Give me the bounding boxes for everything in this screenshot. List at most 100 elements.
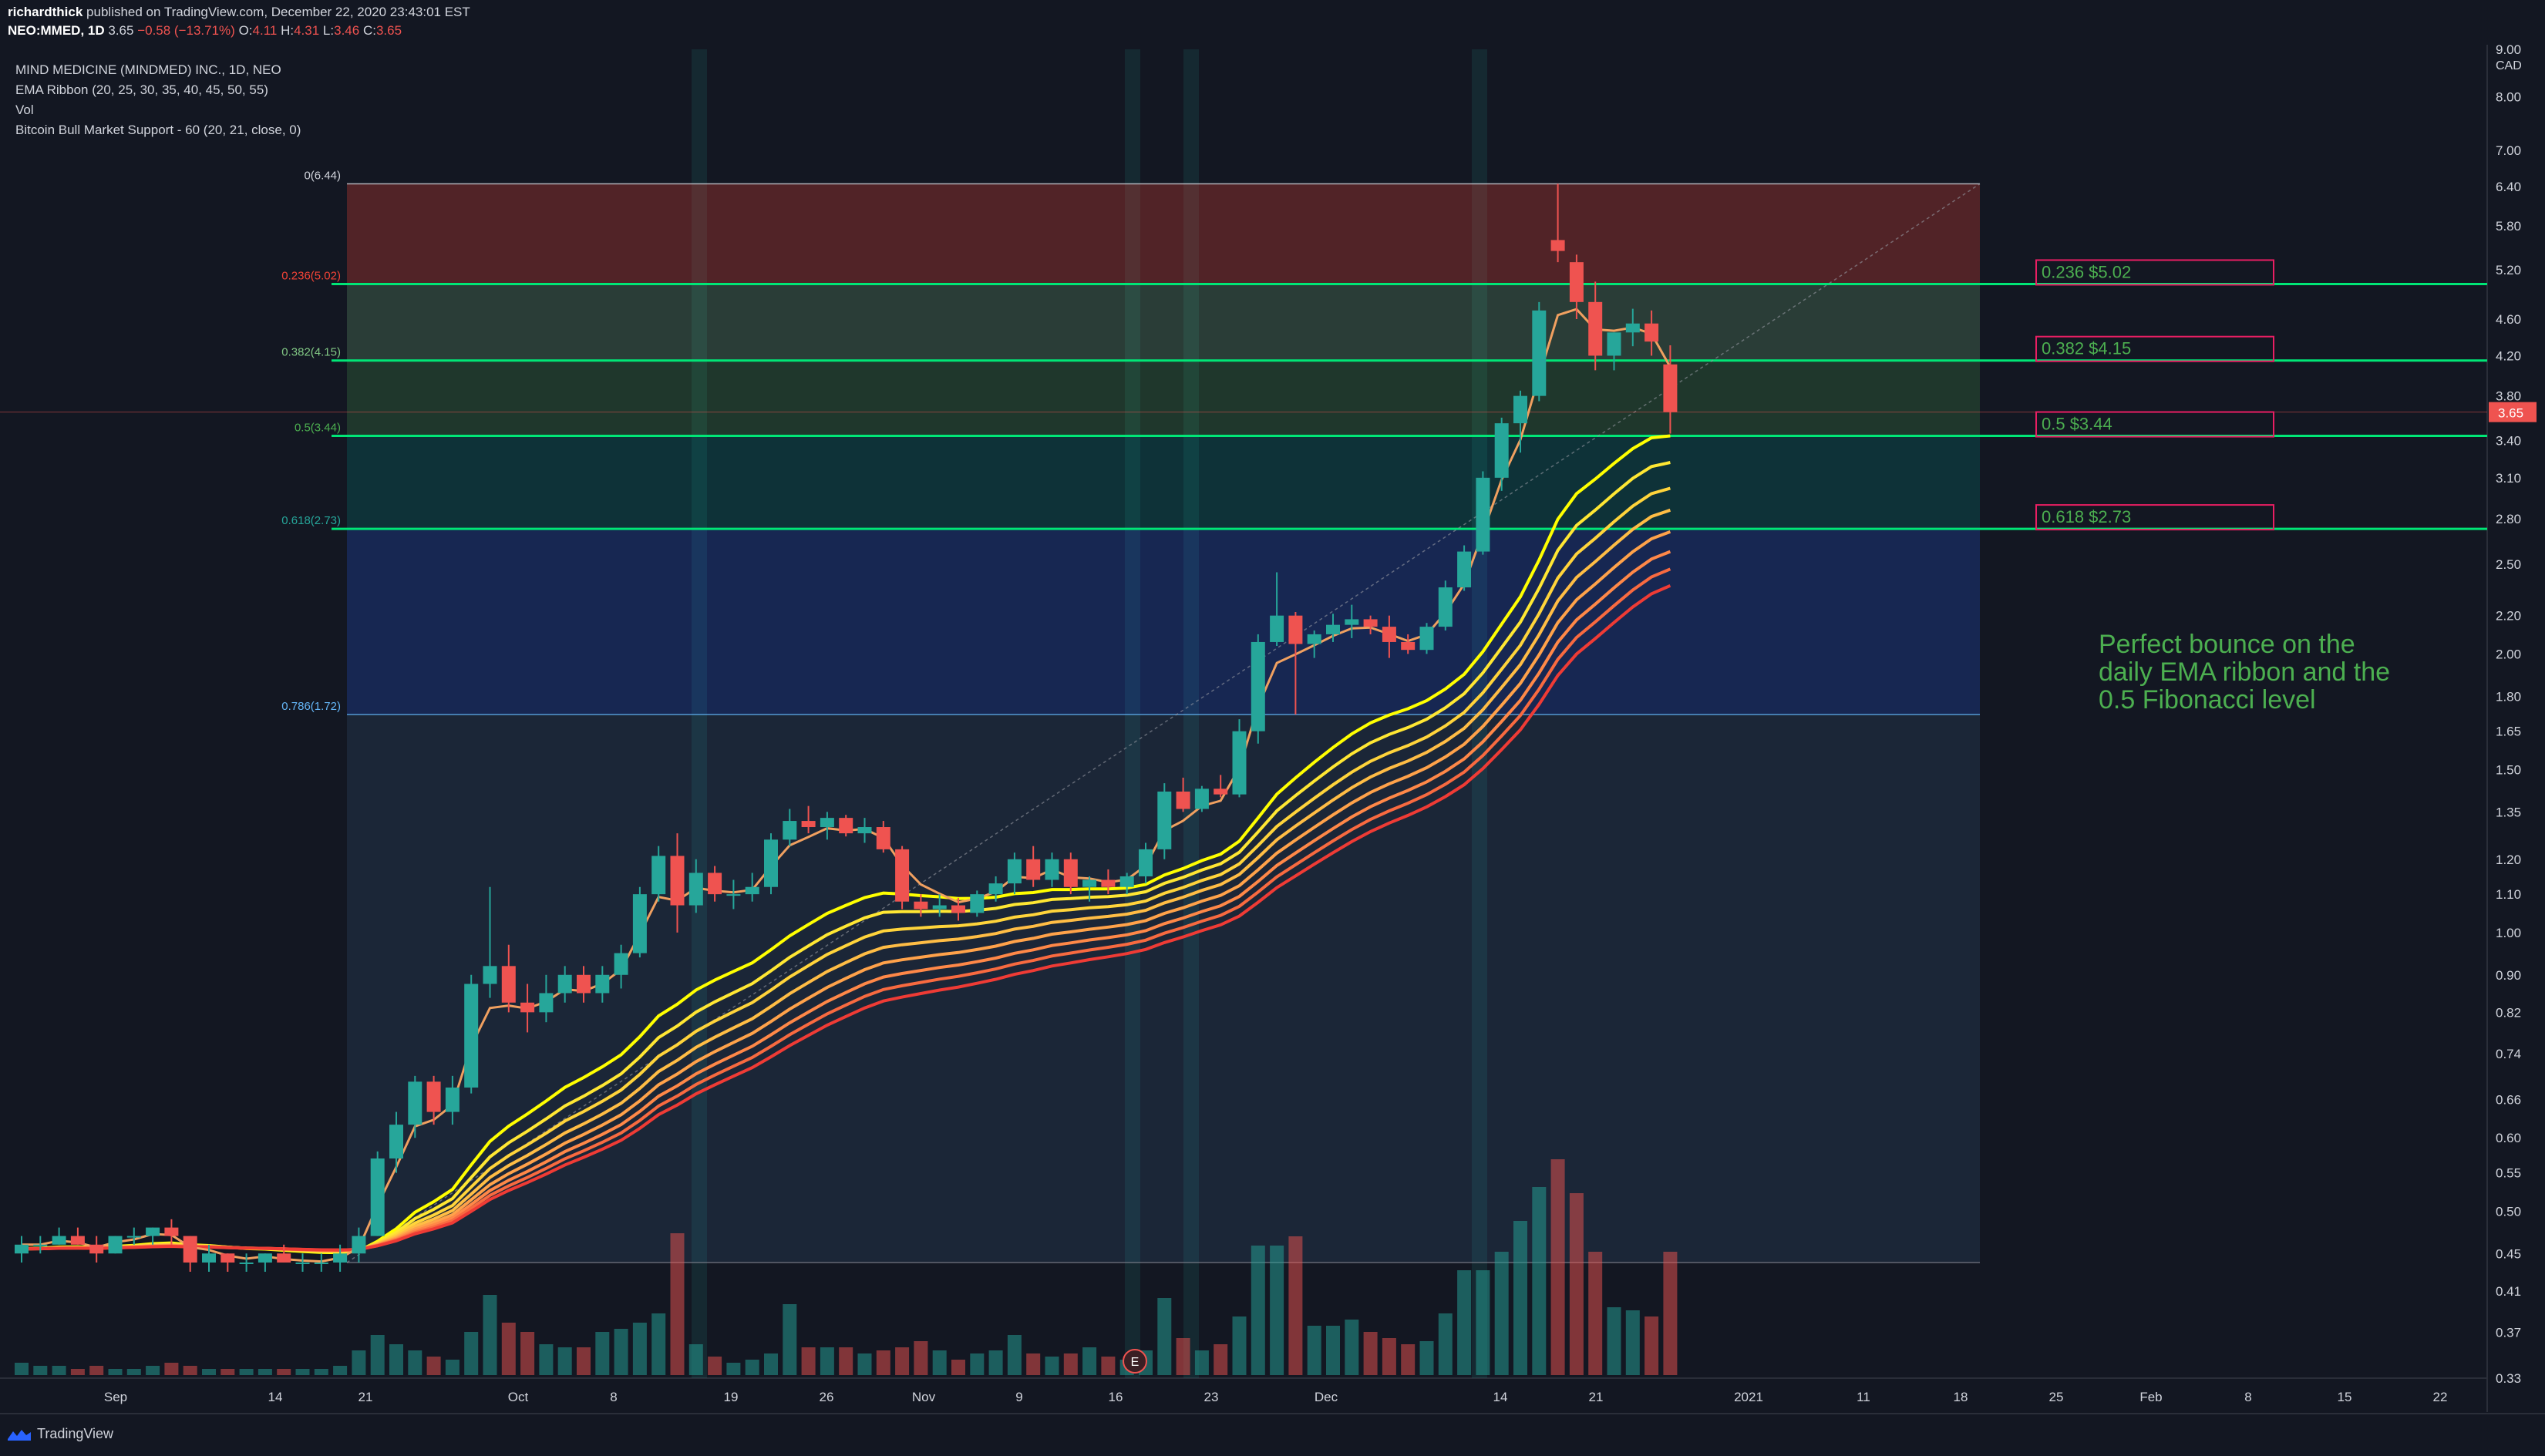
- plot-background: [0, 45, 2545, 1414]
- price-tick-label: 0.90: [2496, 968, 2521, 983]
- legend-bull-support[interactable]: Bitcoin Bull Market Support - 60 (20, 21…: [15, 123, 301, 137]
- fib-zone: [347, 284, 1980, 361]
- candle-body: [1288, 615, 1303, 644]
- fib-price-box: 0.618 $2.73: [2035, 504, 2274, 531]
- ohlc-line: NEO:MMED, 1D 3.65 −0.58 (−13.71%) O:4.11…: [8, 23, 402, 39]
- volume-bar: [539, 1344, 554, 1375]
- price-tick-label: 2.80: [2496, 512, 2521, 526]
- volume-bar: [239, 1369, 254, 1375]
- candle-body: [1550, 240, 1565, 251]
- candle-body: [1307, 634, 1321, 644]
- legend-ema-ribbon[interactable]: EMA Ribbon (20, 25, 30, 35, 40, 45, 50, …: [15, 82, 268, 97]
- volume-bar: [1644, 1316, 1659, 1375]
- volume-bar: [857, 1353, 872, 1375]
- volume-bar: [314, 1369, 328, 1375]
- candle-body: [895, 849, 910, 902]
- time-tick-label: Oct: [508, 1390, 529, 1404]
- last-price-badge: 3.65: [2498, 406, 2523, 421]
- fib-box-frame: [2035, 504, 2274, 531]
- candle-body: [932, 905, 947, 910]
- candle-body: [164, 1227, 179, 1236]
- low-label: L:: [322, 23, 335, 38]
- price-tick-label: 3.10: [2496, 471, 2521, 486]
- volume-bar: [202, 1369, 216, 1375]
- price-tick-label: 0.41: [2496, 1284, 2521, 1299]
- time-tick-label: 14: [268, 1390, 283, 1404]
- volume-bar: [15, 1363, 29, 1375]
- fib-box-text: 0.382 $4.15: [2042, 339, 2131, 358]
- volume-bar: [1214, 1344, 1228, 1375]
- volume-bar: [1457, 1270, 1472, 1375]
- volume-bar: [1476, 1270, 1490, 1375]
- candle-body: [239, 1262, 254, 1264]
- volume-bar: [1045, 1357, 1059, 1375]
- fib-zone: [347, 183, 1980, 284]
- candle-body: [295, 1262, 310, 1264]
- volume-bar: [577, 1347, 591, 1375]
- earnings-marker: [1123, 1349, 1147, 1374]
- candle-body: [801, 821, 816, 828]
- candle-body: [1457, 551, 1472, 588]
- fib-price-box: 0.236 $5.02: [2035, 259, 2274, 286]
- price-tick-label: 1.50: [2496, 762, 2521, 777]
- time-tick-label: Sep: [104, 1390, 127, 1404]
- fib-price-box: 0.382 $4.15: [2035, 335, 2274, 362]
- price-tick-label: 4.20: [2496, 348, 2521, 363]
- fib-level-label: 0(6.44): [304, 170, 341, 183]
- fib-box-frame: [2035, 411, 2274, 438]
- fib-box-text: 0.618 $2.73: [2042, 507, 2131, 526]
- candle-body: [108, 1236, 123, 1254]
- candle-body: [820, 818, 834, 828]
- open-label: O:: [238, 23, 253, 38]
- volume-bar: [1569, 1193, 1584, 1375]
- fib-zone: [347, 435, 1980, 530]
- volume-bar: [1532, 1187, 1547, 1375]
- candle-body: [539, 993, 554, 1013]
- volume-bar: [501, 1323, 516, 1375]
- time-tick-label: 16: [1109, 1390, 1123, 1404]
- candle-body: [1625, 323, 1640, 333]
- legend-volume[interactable]: Vol: [15, 103, 34, 117]
- volume-bar: [370, 1335, 385, 1375]
- candle-body: [1513, 395, 1527, 424]
- candle-body: [1139, 849, 1153, 876]
- volume-bar: [520, 1332, 535, 1375]
- tradingview-logo[interactable]: TradingView: [8, 1426, 113, 1442]
- volume-bar: [783, 1304, 797, 1375]
- candle-body: [1101, 879, 1116, 887]
- candle-body: [914, 901, 928, 910]
- time-tick-label: Dec: [1315, 1390, 1338, 1404]
- volume-bar: [970, 1353, 985, 1375]
- price-tick-label: 1.80: [2496, 689, 2521, 704]
- candle-body: [1532, 310, 1547, 396]
- volume-bar: [726, 1363, 741, 1375]
- price-tick-label: 1.20: [2496, 852, 2521, 867]
- volume-bar: [1082, 1347, 1097, 1375]
- candle-body: [202, 1253, 216, 1263]
- candle-body: [1214, 789, 1228, 795]
- price-tick-label: 2.00: [2496, 647, 2521, 661]
- publisher-name[interactable]: richardthick: [8, 5, 83, 19]
- price-change: −0.58 (−13.71%): [137, 23, 235, 38]
- candle-body: [333, 1253, 348, 1263]
- time-tick-label: 9: [1015, 1390, 1022, 1404]
- volume-bar: [1550, 1159, 1565, 1375]
- annotation-text[interactable]: Perfect bounce on the daily EMA ribbon a…: [2099, 630, 2391, 715]
- price-tick-label: 5.80: [2496, 219, 2521, 234]
- legend-symbol[interactable]: MIND MEDICINE (MINDMED) INC., 1D, NEO: [15, 62, 281, 77]
- fib-trend-line: [346, 183, 1981, 1263]
- indicator-legend: MIND MEDICINE (MINDMED) INC., 1D, NEO EM…: [15, 60, 301, 140]
- time-tick-label: 22: [2433, 1390, 2448, 1404]
- fib-box-text: 0.236 $5.02: [2042, 262, 2131, 281]
- price-tick-label: 1.00: [2496, 926, 2521, 940]
- volume-bar: [1513, 1221, 1527, 1375]
- price-tick-label: 4.60: [2496, 312, 2521, 327]
- candle-body: [1438, 587, 1453, 627]
- candle-body: [70, 1236, 85, 1245]
- symbol-label[interactable]: NEO:MMED, 1D: [8, 23, 105, 38]
- time-tick-label: Feb: [2139, 1390, 2162, 1404]
- volume-bar: [801, 1347, 816, 1375]
- close-value: 3.65: [375, 23, 402, 38]
